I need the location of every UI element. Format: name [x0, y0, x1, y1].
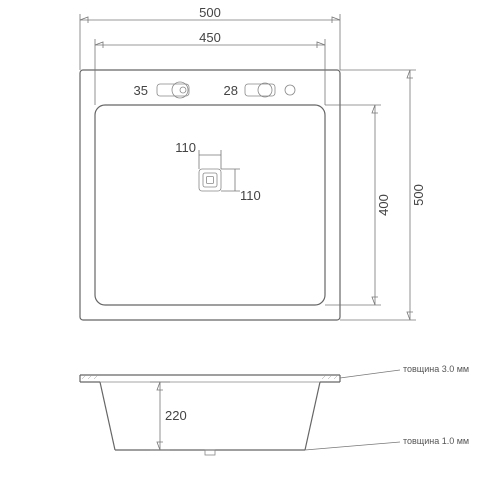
- note-top-thickness: товщина 3.0 мм: [340, 364, 469, 378]
- knob-circle: [285, 85, 295, 95]
- dim-inner-width: 450: [95, 30, 325, 105]
- dim-inner-height: 400: [325, 105, 391, 305]
- dim-outer-width-label: 500: [199, 5, 221, 20]
- dim-drain-w: 110: [175, 140, 221, 169]
- drain-inner: [207, 177, 214, 184]
- side-view: 220 товщина 3.0 мм товщина 1.0 мм: [80, 364, 469, 455]
- dim-drain-h-label: 110: [240, 188, 261, 203]
- sink-bowl-rect: [95, 105, 325, 305]
- dim-drain-h: 110: [221, 169, 261, 203]
- hole-35-inner: [180, 87, 186, 93]
- note-bottom-thickness: товщина 1.0 мм: [305, 436, 469, 450]
- dim-depth-label: 220: [165, 408, 187, 423]
- note-top-label: товщина 3.0 мм: [403, 364, 469, 374]
- sink-outer-rect: [80, 70, 340, 320]
- dim-outer-height-label: 500: [411, 184, 426, 206]
- dim-drain-w-label: 110: [175, 140, 196, 155]
- top-view: 500 450 500 400: [80, 5, 426, 320]
- hole2-label: 28: [224, 83, 238, 98]
- hole-28: [258, 83, 272, 97]
- technical-drawing: 500 450 500 400: [0, 0, 500, 500]
- drain-mid: [203, 173, 217, 187]
- note-bottom-label: товщина 1.0 мм: [403, 436, 469, 446]
- dim-inner-height-label: 400: [376, 194, 391, 216]
- hole1-label: 35: [134, 83, 148, 98]
- dim-inner-width-label: 450: [199, 30, 221, 45]
- dim-depth: 220: [150, 382, 187, 450]
- drain-side: [205, 450, 215, 455]
- drain-outer: [199, 169, 221, 191]
